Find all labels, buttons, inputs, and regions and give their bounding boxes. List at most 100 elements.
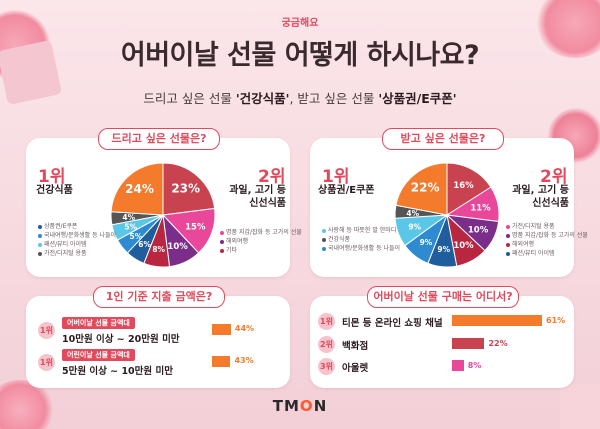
give-rank1-label: 건강식품 [36, 185, 73, 196]
where-rank-badge: 2위 [318, 336, 335, 353]
pie-slice-label: 6% [138, 240, 151, 249]
where-pct: 22% [488, 339, 508, 348]
legend-label: 해외여행 [512, 241, 535, 248]
pie-slice-label: 9% [437, 245, 450, 254]
legend-label: 명품 지갑/잡화 등 고가의 선물 [226, 229, 302, 236]
where-card [310, 296, 574, 388]
where-rank-badge: 1위 [318, 313, 335, 330]
where-label: 티몬 등 온라인 쇼핑 채널 [342, 318, 443, 329]
where-pct: 61% [546, 316, 566, 325]
legend-dot [220, 239, 224, 244]
legend-item: 해외여행 [220, 237, 302, 246]
legend-item: 기타 [220, 246, 302, 255]
spend-rank-badge: 1위 [38, 322, 55, 339]
where-bar [452, 315, 542, 326]
pie-slice [162, 162, 216, 216]
pie-slice-label: 5% [130, 232, 143, 241]
legend-dot [220, 248, 224, 253]
legend-label: 해외여행 [226, 238, 249, 245]
receive-rank1: 1위 [322, 167, 350, 187]
legend-label: 국내여행/문화생활 등 나들이 [44, 232, 117, 239]
legend-label: 사랑해 등 따뜻한 말 한마디 [328, 227, 397, 234]
spend-card [26, 296, 290, 388]
legend-item: 명품 지갑/잡화 등 고가의 선물 [220, 228, 302, 237]
pie-slice-label: 9% [420, 238, 433, 247]
pie-slice-label: 4% [122, 213, 135, 222]
receive-rank1-label: 상품권/E쿠폰 [318, 185, 375, 196]
receive-rank2-label: 과일, 고기 등 신선식품 [512, 185, 569, 209]
pie-slice-label: 11% [470, 204, 491, 214]
legend-item: 건강식품 [322, 235, 400, 244]
legend-label: 건강식품 [328, 236, 351, 243]
pie-slice-label: 10% [167, 242, 188, 252]
pie-slice-label: 5% [124, 223, 137, 232]
legend-label: 가전/디지털 용품 [44, 250, 87, 257]
legend-item: 사랑해 등 따뜻한 말 한마디 [322, 226, 400, 235]
legend-item: 상품권/E쿠폰 [38, 222, 116, 231]
legend-dot [38, 251, 42, 256]
legend-dot [506, 233, 510, 238]
legend-dot [38, 224, 42, 229]
spend-pct: 44% [234, 324, 255, 333]
pie-slice [161, 207, 216, 254]
eyebrow-text: 궁금해요 [281, 18, 319, 29]
legend-label: 패션/뷰티 아이템 [512, 250, 555, 257]
spend-label: 10만원 이상 ~ 20만원 미만 [62, 334, 180, 345]
where-label: 아울렛 [342, 363, 369, 374]
pie-slice-label: 22% [411, 181, 440, 195]
pie-slice [110, 162, 164, 216]
pie-slice-label: 15% [185, 223, 206, 233]
legend-dot [322, 228, 326, 233]
pie-slice-label: 4% [406, 209, 419, 218]
pie-slice [446, 162, 492, 216]
legend-dot [220, 230, 224, 235]
where-rank-badge: 3위 [318, 358, 335, 375]
where-title: 어버이날 선물 구매는 어디서? [367, 286, 519, 308]
pie-slice-label: 10% [468, 226, 489, 236]
page-subtitle: 드리고 싶은 선물 '건강식품', 받고 싶은 선물 '상품권/E쿠폰' [143, 91, 457, 106]
legend-dot [506, 251, 510, 256]
legend-item: 패션/뷰티 아이템 [38, 240, 116, 249]
legend-dot [38, 242, 42, 247]
legend-item: 가전/디지털 용품 [506, 222, 588, 231]
legend-dot [322, 246, 326, 251]
legend-label: 기타 [226, 247, 238, 254]
give-gift-title: 드리고 싶은 선물은? [98, 128, 220, 150]
spend-label: 5만원 이상 ~ 10만원 미만 [62, 366, 173, 377]
legend-dot [322, 237, 326, 242]
legend-dot [38, 233, 42, 238]
receive-gift-title: 받고 싶은 선물은? [382, 128, 504, 150]
tmon-logo: TMON [272, 397, 328, 415]
spend-title: 1인 기준 지출 금액은? [93, 286, 225, 308]
pie-slice-label: 8% [152, 245, 165, 254]
pie-slice-label: 23% [171, 181, 200, 195]
legend-item: 국내여행/문화생활 등 나들이 [38, 231, 116, 240]
legend-label: 패션/뷰티 아이템 [44, 241, 87, 248]
pie-slice [395, 162, 448, 216]
gift-decoration [560, 385, 600, 429]
spend-tag: 어린이날 선물 금액대 [62, 349, 135, 361]
pie-slice-label: 10% [453, 241, 474, 251]
legend-dot [506, 224, 510, 229]
spend-bar [212, 324, 231, 335]
spend-rank-badge: 1위 [38, 354, 55, 371]
receive-rank2: 2위 [540, 167, 568, 187]
spend-pct: 43% [234, 356, 254, 365]
where-bar [452, 360, 464, 371]
receive-legend-right: 가전/디지털 용품 명품 지갑/잡화 등 고가의 선물 해외여행 패션/뷰티 아이템 [506, 222, 588, 258]
legend-label: 가전/디지털 용품 [512, 223, 555, 230]
give-pie-chart: 23%15%10%8%6%5%5%4%24% [110, 162, 216, 268]
spend-bar [212, 356, 231, 367]
spend-tag: 어버이날 선물 금액대 [62, 317, 135, 329]
where-pct: 8% [467, 361, 482, 370]
legend-item: 가전/디지털 용품 [38, 249, 116, 258]
legend-item: 해외여행 [506, 240, 588, 249]
legend-dot [506, 242, 510, 247]
give-rank1: 1위 [38, 167, 66, 187]
pie-slice-label: 16% [453, 181, 474, 191]
legend-item: 국내여행/문화생활 등 나들이 [322, 244, 400, 253]
